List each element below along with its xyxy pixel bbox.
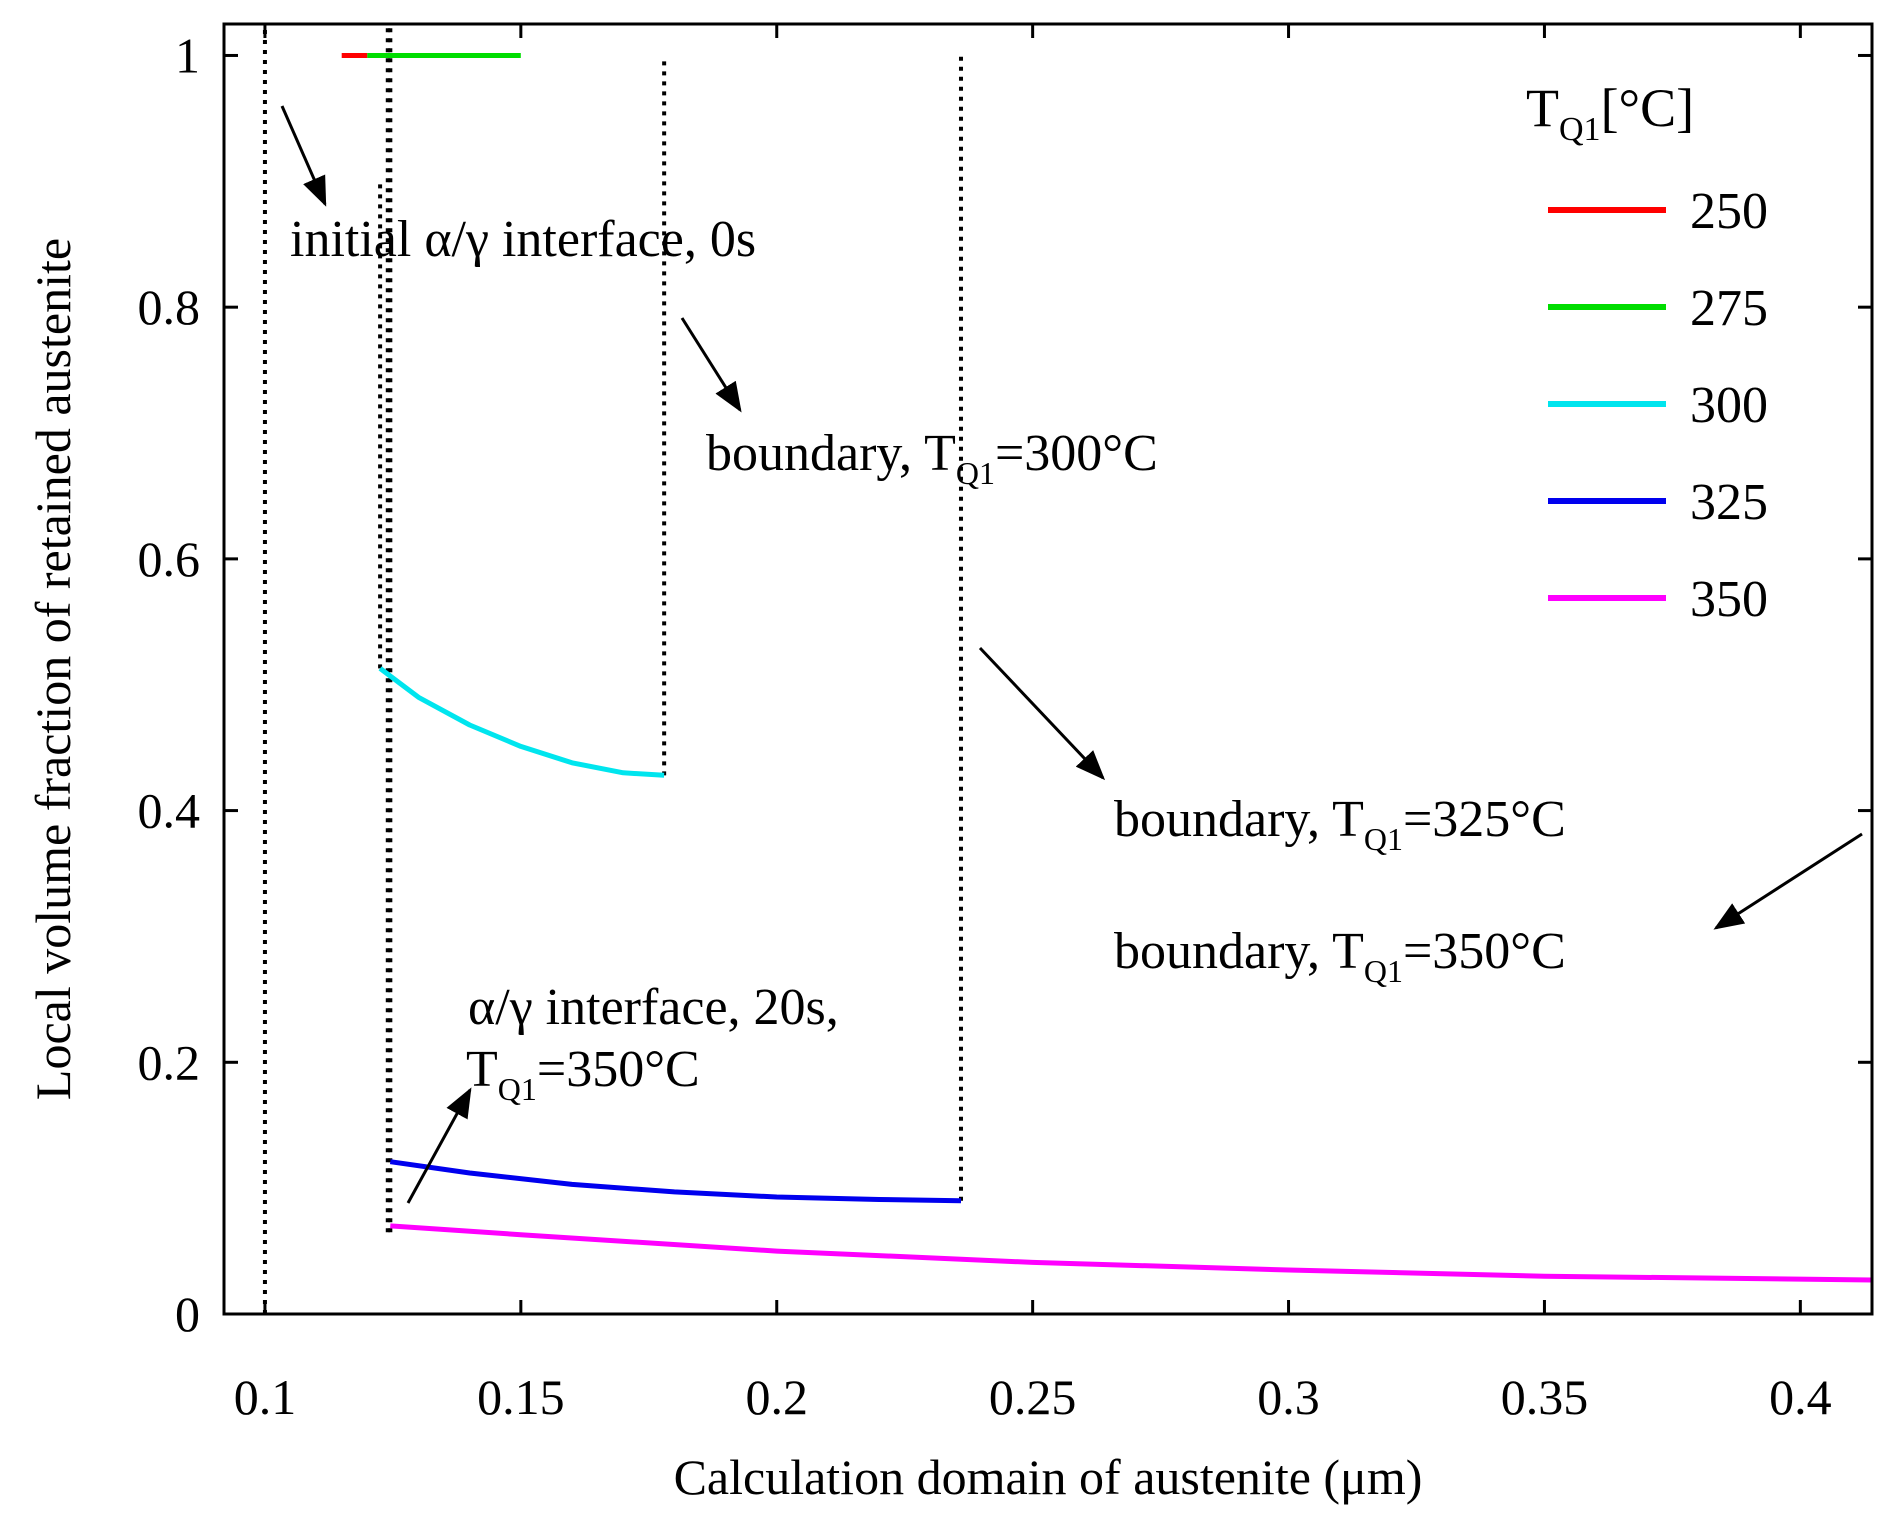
x-tick-label: 0.2 (745, 1369, 808, 1425)
arrow-b350 (1713, 832, 1863, 930)
y-tick-label: 0.6 (138, 531, 201, 587)
tick-labels: 0.1 0.15 0.2 0.25 0.3 0.35 0.4 0 0.2 0.4 0.6 0.8 1 (138, 27, 1832, 1425)
annotation-interface-20s-line1: α/γ interface, 20s, (468, 979, 839, 1036)
legend-title: TQ1[°C] (1526, 78, 1694, 148)
plot-frame (222, 22, 1874, 1316)
series-lines (341, 53, 1873, 1283)
axis-ticks (224, 24, 1872, 1316)
y-tick-label: 1 (175, 27, 200, 83)
annotation-boundary-325: boundary, TQ1=325°C (1114, 791, 1566, 857)
annotation-boundary-350: boundary, TQ1=350°C (1114, 923, 1566, 989)
x-tick-label: 0.4 (1769, 1369, 1832, 1425)
y-axis-label: Local volume fraction of retained austen… (25, 238, 81, 1100)
y-tick-label: 0.2 (138, 1034, 201, 1090)
arrow-int20 (406, 1087, 472, 1204)
x-axis-label: Calculation domain of austenite (μm) (674, 1449, 1423, 1505)
legend-label-350: 350 (1690, 571, 1768, 628)
reference-lines (262, 24, 963, 1314)
annotation-interface-20s-line2: TQ1=350°C (466, 1041, 700, 1107)
x-tick-label: 0.25 (989, 1369, 1077, 1425)
y-tick-label: 0 (175, 1286, 200, 1342)
arrow-initial (280, 105, 327, 207)
arrow-b300 (680, 317, 742, 413)
legend-label-300: 300 (1690, 377, 1768, 434)
y-tick-label: 0.8 (138, 279, 201, 335)
x-tick-label: 0.35 (1501, 1369, 1589, 1425)
x-tick-label: 0.15 (477, 1369, 565, 1425)
x-tick-label: 0.3 (1257, 1369, 1320, 1425)
annotation-boundary-300: boundary, TQ1=300°C (706, 425, 1158, 491)
x-tick-label: 0.1 (234, 1369, 297, 1425)
legend-label-275: 275 (1690, 280, 1768, 337)
arrow-b325 (978, 646, 1106, 781)
series-line-325 (389, 1159, 962, 1204)
y-tick-label: 0.4 (138, 783, 201, 839)
series-line-300 (378, 666, 665, 778)
legend: TQ1[°C] 250 275 300 325 350 (1526, 78, 1768, 628)
annotation-initial-interface: initial α/γ interface, 0s (290, 211, 756, 268)
legend-title-main: T (1526, 78, 1559, 138)
annotation-arrows (280, 105, 1863, 1204)
legend-title-unit: [°C] (1601, 78, 1695, 138)
legend-entries: 250 275 300 325 350 (1548, 183, 1768, 628)
legend-title-sub: Q1 (1559, 111, 1601, 148)
legend-label-325: 325 (1690, 474, 1768, 531)
series-line-350 (390, 1223, 1873, 1283)
legend-label-250: 250 (1690, 183, 1768, 240)
